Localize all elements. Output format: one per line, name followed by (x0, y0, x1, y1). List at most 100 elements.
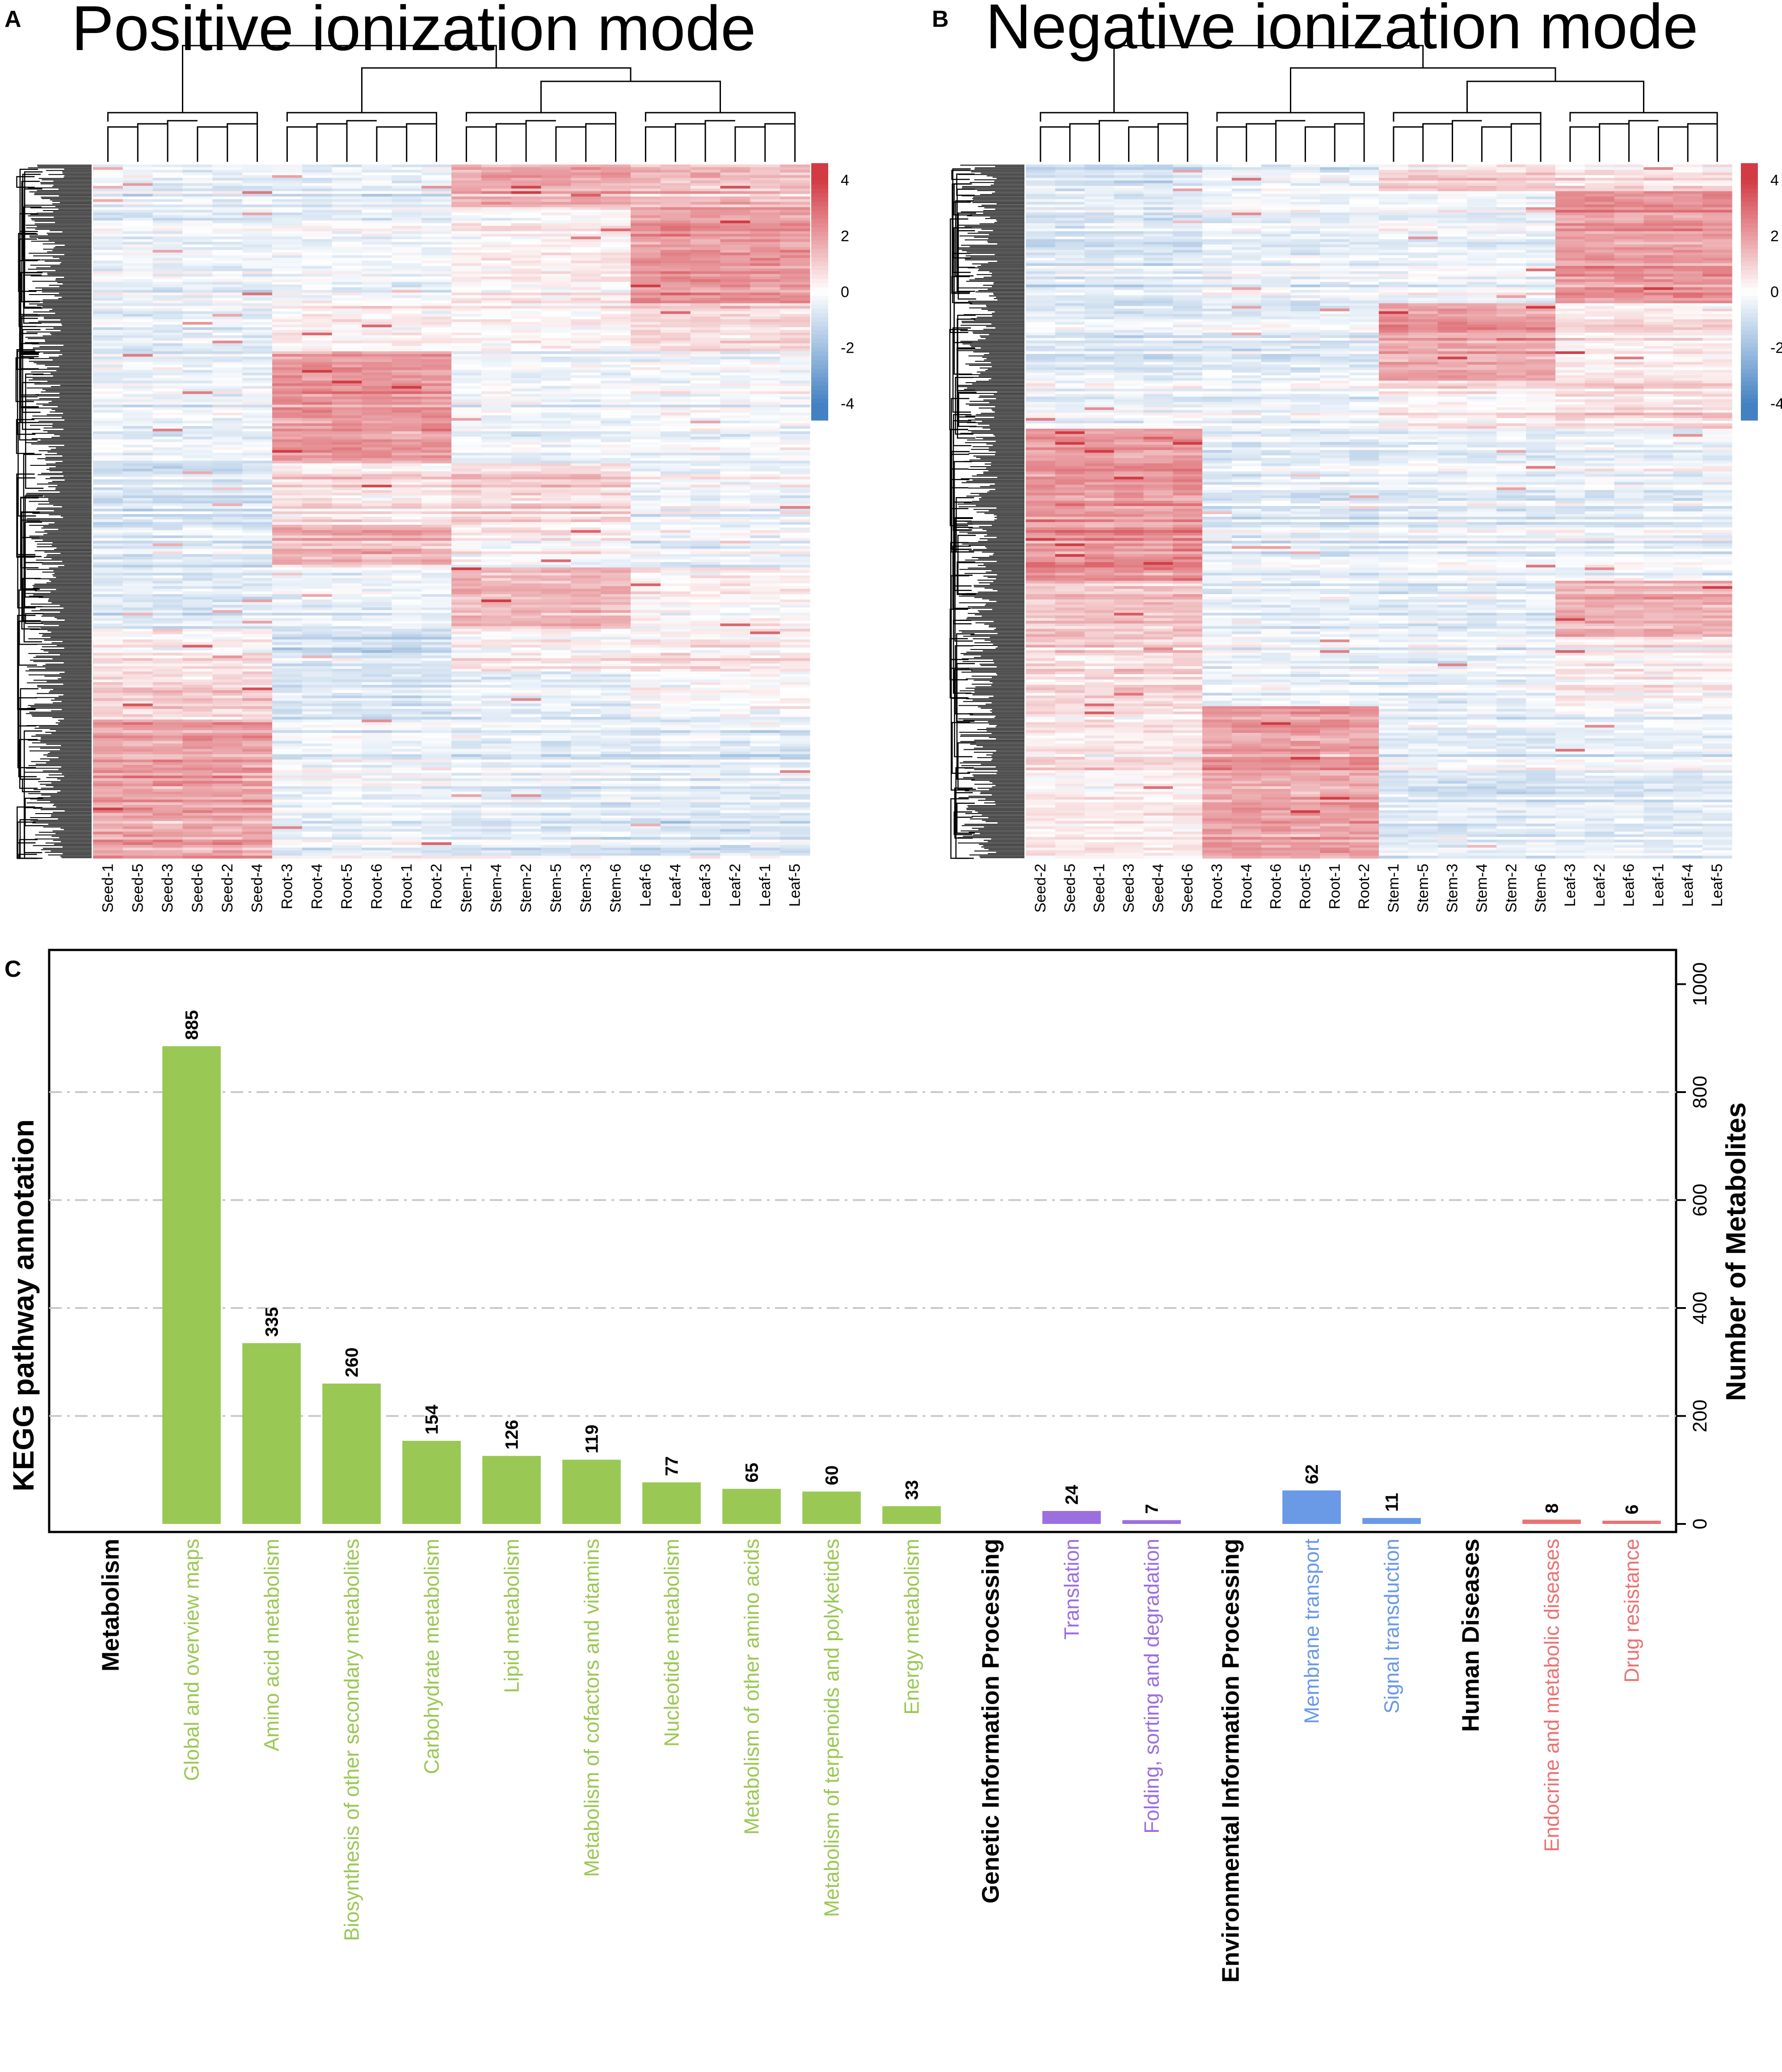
heat-cell (122, 311, 153, 314)
row-branch (19, 169, 38, 235)
heat-cell (660, 397, 691, 400)
heat-cell (631, 570, 661, 573)
heat-cell (690, 295, 721, 299)
heat-cell (242, 415, 273, 418)
heat-cell (481, 604, 512, 608)
heat-cell (122, 498, 153, 501)
heat-cell (541, 180, 571, 184)
heat-cell (362, 397, 392, 400)
heat-cell (421, 346, 452, 349)
heat-cell (750, 540, 780, 544)
heat-cell (362, 604, 392, 608)
heat-cell (720, 266, 750, 269)
heat-cell (242, 538, 273, 541)
heat-cell (362, 231, 392, 234)
heat-cell (780, 204, 810, 208)
heat-cell (511, 183, 542, 186)
heat-cell (660, 487, 691, 490)
heat-cell (242, 348, 273, 352)
heat-cell (690, 597, 721, 600)
heat-cell (93, 455, 123, 459)
heat-cell (601, 300, 631, 304)
heat-cell (660, 463, 691, 467)
heat-cell (750, 364, 780, 368)
heat-cell (392, 610, 422, 613)
heat-cell (272, 493, 303, 496)
heat-cell (541, 231, 571, 234)
heat-cell (93, 434, 123, 437)
heat-cell (212, 645, 243, 648)
heat-cell (152, 557, 183, 560)
heat-cell (302, 447, 333, 451)
heat-cell (182, 290, 213, 293)
row-branch (17, 477, 36, 555)
heat-cell (242, 413, 273, 416)
heat-cell (571, 543, 601, 547)
heat-cell (392, 375, 422, 379)
heat-cell (122, 522, 153, 525)
heat-cell (362, 218, 392, 221)
heat-cell (690, 338, 721, 341)
row-branch (22, 578, 41, 621)
heat-cell (212, 527, 243, 531)
heat-cell (272, 292, 303, 296)
heat-cell (780, 330, 810, 333)
heat-cell (571, 615, 601, 619)
heat-cell (481, 391, 512, 394)
heat-cell (660, 468, 691, 472)
heat-cell (392, 519, 422, 523)
heat-cell (122, 431, 153, 435)
heat-cell (720, 191, 750, 194)
heat-cell (451, 391, 482, 394)
heat-cell (631, 380, 661, 384)
heat-cell (332, 493, 362, 496)
heat-cell (601, 327, 631, 330)
heat-cell (362, 583, 392, 587)
heat-cell (122, 207, 153, 211)
heat-cell (601, 380, 631, 384)
heat-cell (302, 482, 333, 485)
heat-cell (122, 426, 153, 429)
heat-cell (362, 223, 392, 226)
heat-cell (780, 421, 810, 424)
heat-cell (690, 231, 721, 234)
heat-cell (571, 583, 601, 587)
heat-cell (660, 180, 691, 184)
heat-cell (720, 319, 750, 322)
heat-cell (601, 268, 631, 272)
heat-cell (631, 388, 661, 392)
heat-cell (750, 223, 780, 226)
dendrogram-branch (107, 126, 138, 162)
heat-cell (182, 268, 213, 272)
heat-cell (481, 231, 512, 234)
heat-cell (720, 615, 750, 619)
heat-cell (362, 431, 392, 435)
heat-cell (242, 642, 273, 646)
heat-cell (660, 509, 691, 512)
heat-cell (660, 327, 691, 330)
heat-cell (332, 535, 362, 539)
heat-cell (362, 418, 392, 421)
heat-cell (631, 589, 661, 592)
heat-cell (152, 522, 183, 525)
heat-cell (421, 397, 452, 400)
heat-cell (212, 354, 243, 357)
heat-cell (421, 482, 452, 485)
heat-cell (481, 245, 512, 248)
heat-cell (511, 447, 542, 451)
heat-cell (451, 519, 482, 523)
heat-cell (660, 177, 691, 181)
heat-cell (122, 231, 153, 234)
heat-cell (152, 442, 183, 445)
heat-cell (750, 450, 780, 453)
heat-cell (690, 418, 721, 421)
heat-cell (571, 362, 601, 365)
heat-cell (631, 330, 661, 333)
heat-cell (421, 650, 452, 653)
heat-cell (481, 311, 512, 314)
heat-cell (392, 370, 422, 373)
heat-cell (660, 212, 691, 216)
heat-cell (272, 421, 303, 424)
heat-cell (571, 439, 601, 443)
heat-cell (362, 546, 392, 549)
